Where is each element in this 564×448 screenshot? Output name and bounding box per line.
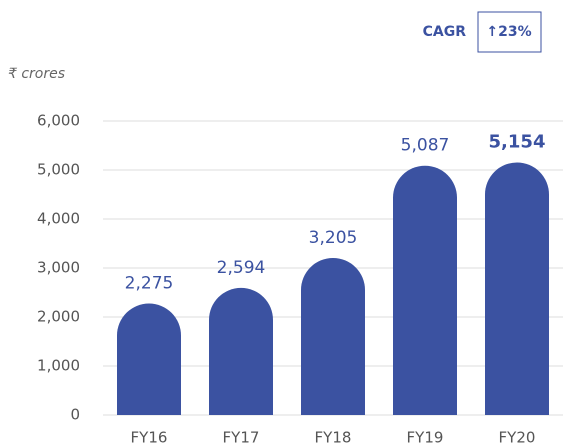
y-axis-label: ₹ crores bbox=[8, 66, 65, 82]
x-tick-label: FY20 bbox=[499, 429, 536, 447]
y-tick-label: 3,000 bbox=[37, 259, 80, 277]
y-tick-label: 5,000 bbox=[37, 161, 80, 179]
y-tick-label: 1,000 bbox=[37, 357, 80, 375]
cagr-label: CAGR bbox=[423, 24, 467, 40]
bar bbox=[209, 287, 273, 415]
value-label: 5,154 bbox=[489, 131, 546, 152]
x-tick-label: FY19 bbox=[407, 429, 444, 447]
cagr-box bbox=[477, 11, 542, 53]
y-tick-label: 2,000 bbox=[37, 308, 80, 326]
bar bbox=[117, 303, 181, 415]
x-tick-label: FY18 bbox=[315, 429, 352, 447]
y-tick-label: 6,000 bbox=[37, 112, 80, 130]
value-label: 2,275 bbox=[125, 274, 174, 294]
bar bbox=[393, 165, 457, 415]
bar bbox=[301, 257, 365, 415]
x-tick-label: FY17 bbox=[223, 429, 260, 447]
cagr-value: ↑23% bbox=[486, 24, 531, 40]
x-tick-label: FY16 bbox=[131, 429, 168, 447]
value-label: 5,087 bbox=[401, 136, 450, 156]
y-tick-label: 0 bbox=[70, 406, 80, 424]
y-tick-label: 4,000 bbox=[37, 210, 80, 228]
bar bbox=[485, 162, 549, 415]
value-label: 3,205 bbox=[309, 228, 358, 248]
value-label: 2,594 bbox=[217, 258, 266, 278]
